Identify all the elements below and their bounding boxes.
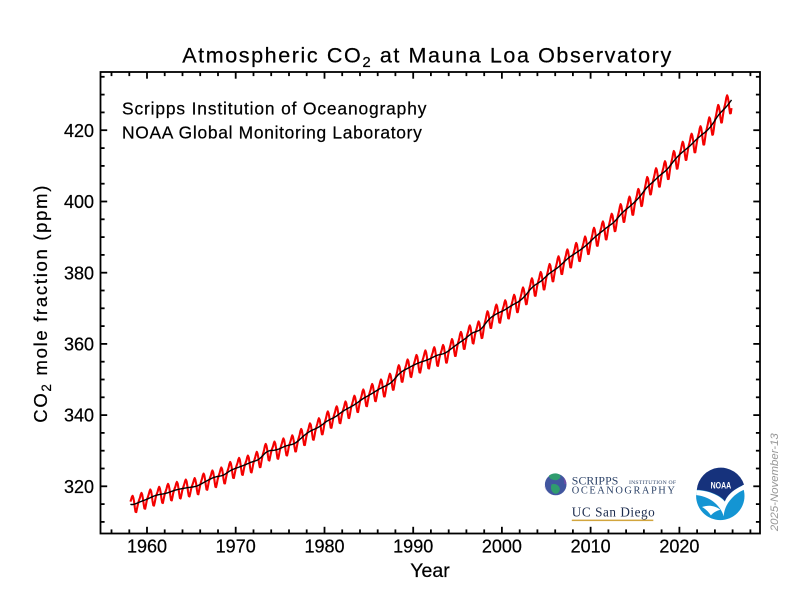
svg-text:1990: 1990 [393,537,433,557]
svg-text:360: 360 [64,335,94,355]
svg-text:1960: 1960 [127,537,167,557]
svg-text:Atmospheric CO2 at Mauna Loa O: Atmospheric CO2 at Mauna Loa Observatory [182,43,673,71]
svg-text:NOAA Global Monitoring Laborat: NOAA Global Monitoring Laboratory [122,123,423,143]
svg-text:320: 320 [64,477,94,497]
svg-text:2025-November-13: 2025-November-13 [769,433,781,533]
svg-text:340: 340 [64,406,94,426]
svg-text:OCEANOGRAPHY: OCEANOGRAPHY [572,485,677,496]
svg-text:Year: Year [410,560,450,582]
svg-text:2000: 2000 [482,537,522,557]
svg-text:2010: 2010 [571,537,611,557]
svg-text:1970: 1970 [216,537,256,557]
svg-text:NOAA: NOAA [711,480,732,490]
svg-text:CO2 mole fraction (ppm): CO2 mole fraction (ppm) [30,184,54,423]
svg-text:UC San Diego: UC San Diego [572,504,656,519]
svg-text:380: 380 [64,263,94,283]
svg-text:400: 400 [64,192,94,212]
svg-text:SCRIPPS: SCRIPPS [572,474,619,488]
svg-text:2020: 2020 [659,537,699,557]
svg-text:INSTITUTION OF: INSTITUTION OF [629,480,676,486]
svg-text:420: 420 [64,121,94,141]
svg-text:Scripps Institution of Oceanog: Scripps Institution of Oceanography [122,98,427,118]
svg-text:1980: 1980 [304,537,344,557]
